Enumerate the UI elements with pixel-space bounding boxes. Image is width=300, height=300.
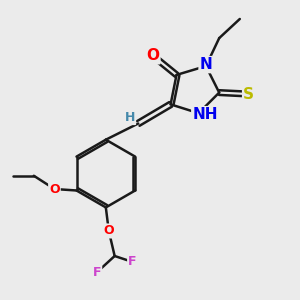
Text: F: F [93,266,101,279]
Text: O: O [146,48,159,63]
Text: O: O [103,224,114,238]
Text: O: O [49,182,60,196]
Text: H: H [125,111,135,124]
Text: F: F [128,255,136,268]
Text: S: S [243,87,254,102]
Text: NH: NH [192,107,218,122]
Text: N: N [200,57,212,72]
